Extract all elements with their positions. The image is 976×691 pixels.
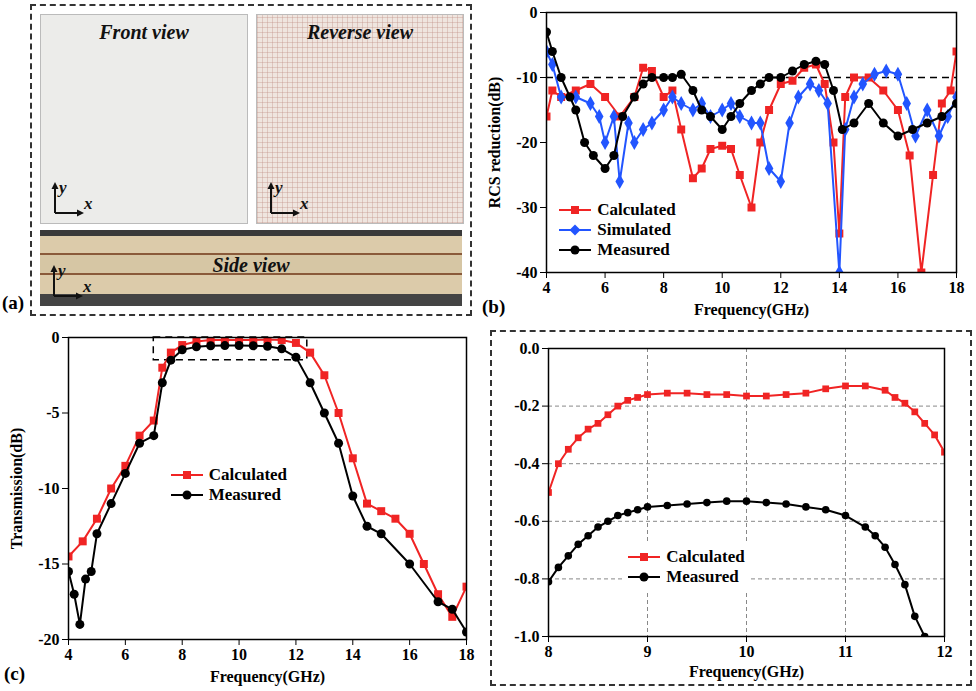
html-text:Calculated: Calculated (208, 465, 287, 485)
svg-text:4: 4 (543, 279, 551, 296)
html-text:(c): (c) (4, 663, 26, 684)
svg-text:8: 8 (660, 279, 668, 296)
html-text:Side view: Side view (212, 254, 290, 276)
html-text:Measured: Measured (597, 240, 670, 260)
html-text:(b): (b) (482, 296, 506, 317)
svg-text:-1.0: -1.0 (514, 628, 539, 645)
html-text:(a): (a) (2, 292, 25, 313)
svg-text:8: 8 (545, 643, 553, 660)
svg-text:Frequency(GHz): Frequency(GHz) (689, 663, 804, 681)
html-text:Calculated: Calculated (666, 546, 745, 566)
svg-text:4: 4 (65, 646, 73, 663)
svg-text:-10: -10 (516, 69, 537, 86)
svg-text:-30: -30 (516, 199, 537, 216)
html-text:Simulated: Simulated (597, 220, 671, 240)
svg-text:14: 14 (345, 646, 361, 663)
svg-text:-20: -20 (516, 134, 537, 151)
svg-text:-5: -5 (46, 404, 59, 421)
html-text:Calculated: Calculated (597, 200, 676, 220)
svg-text:18: 18 (459, 646, 475, 663)
svg-text:-0.6: -0.6 (514, 512, 539, 529)
svg-text:y: y (56, 262, 66, 280)
svg-text:RCS reduction(dB): RCS reduction(dB) (486, 77, 504, 209)
html-text:Measured: Measured (666, 566, 739, 586)
svg-text:16: 16 (402, 646, 418, 663)
html-text:Measured: Measured (208, 485, 282, 505)
svg-text:-20: -20 (38, 631, 59, 648)
svg-text:Frequency(GHz): Frequency(GHz) (210, 668, 325, 686)
html-text:Front view: Front view (99, 21, 189, 43)
svg-text:12: 12 (288, 646, 304, 663)
svg-text:18: 18 (949, 279, 965, 296)
svg-text:-40: -40 (516, 264, 537, 281)
svg-text:0.0: 0.0 (520, 340, 540, 357)
svg-text:-0.4: -0.4 (514, 455, 539, 472)
svg-text:y: y (57, 179, 67, 197)
svg-text:9: 9 (644, 643, 652, 660)
svg-text:6: 6 (121, 646, 129, 663)
svg-text:-0.8: -0.8 (514, 570, 539, 587)
svg-text:0: 0 (530, 4, 538, 21)
svg-text:11: 11 (838, 643, 853, 660)
svg-text:y: y (273, 179, 283, 197)
svg-text:6: 6 (601, 279, 609, 296)
svg-text:Frequency(GHz): Frequency(GHz) (694, 301, 809, 319)
svg-text:16: 16 (890, 279, 906, 296)
svg-text:Transmission(dB): Transmission(dB) (8, 428, 26, 550)
svg-text:0: 0 (52, 329, 60, 346)
svg-text:x: x (83, 194, 93, 213)
svg-text:10: 10 (231, 646, 247, 663)
svg-text:-0.2: -0.2 (514, 397, 539, 414)
svg-text:-10: -10 (38, 480, 59, 497)
svg-text:10: 10 (739, 643, 755, 660)
svg-text:x: x (299, 194, 309, 213)
svg-text:14: 14 (831, 279, 847, 296)
svg-text:-15: -15 (38, 555, 59, 572)
svg-text:10: 10 (714, 279, 730, 296)
svg-text:12: 12 (937, 643, 953, 660)
svg-text:8: 8 (178, 646, 186, 663)
svg-text:x: x (82, 277, 92, 296)
svg-text:12: 12 (773, 279, 789, 296)
html-text:Reverse view: Reverse view (307, 21, 413, 43)
